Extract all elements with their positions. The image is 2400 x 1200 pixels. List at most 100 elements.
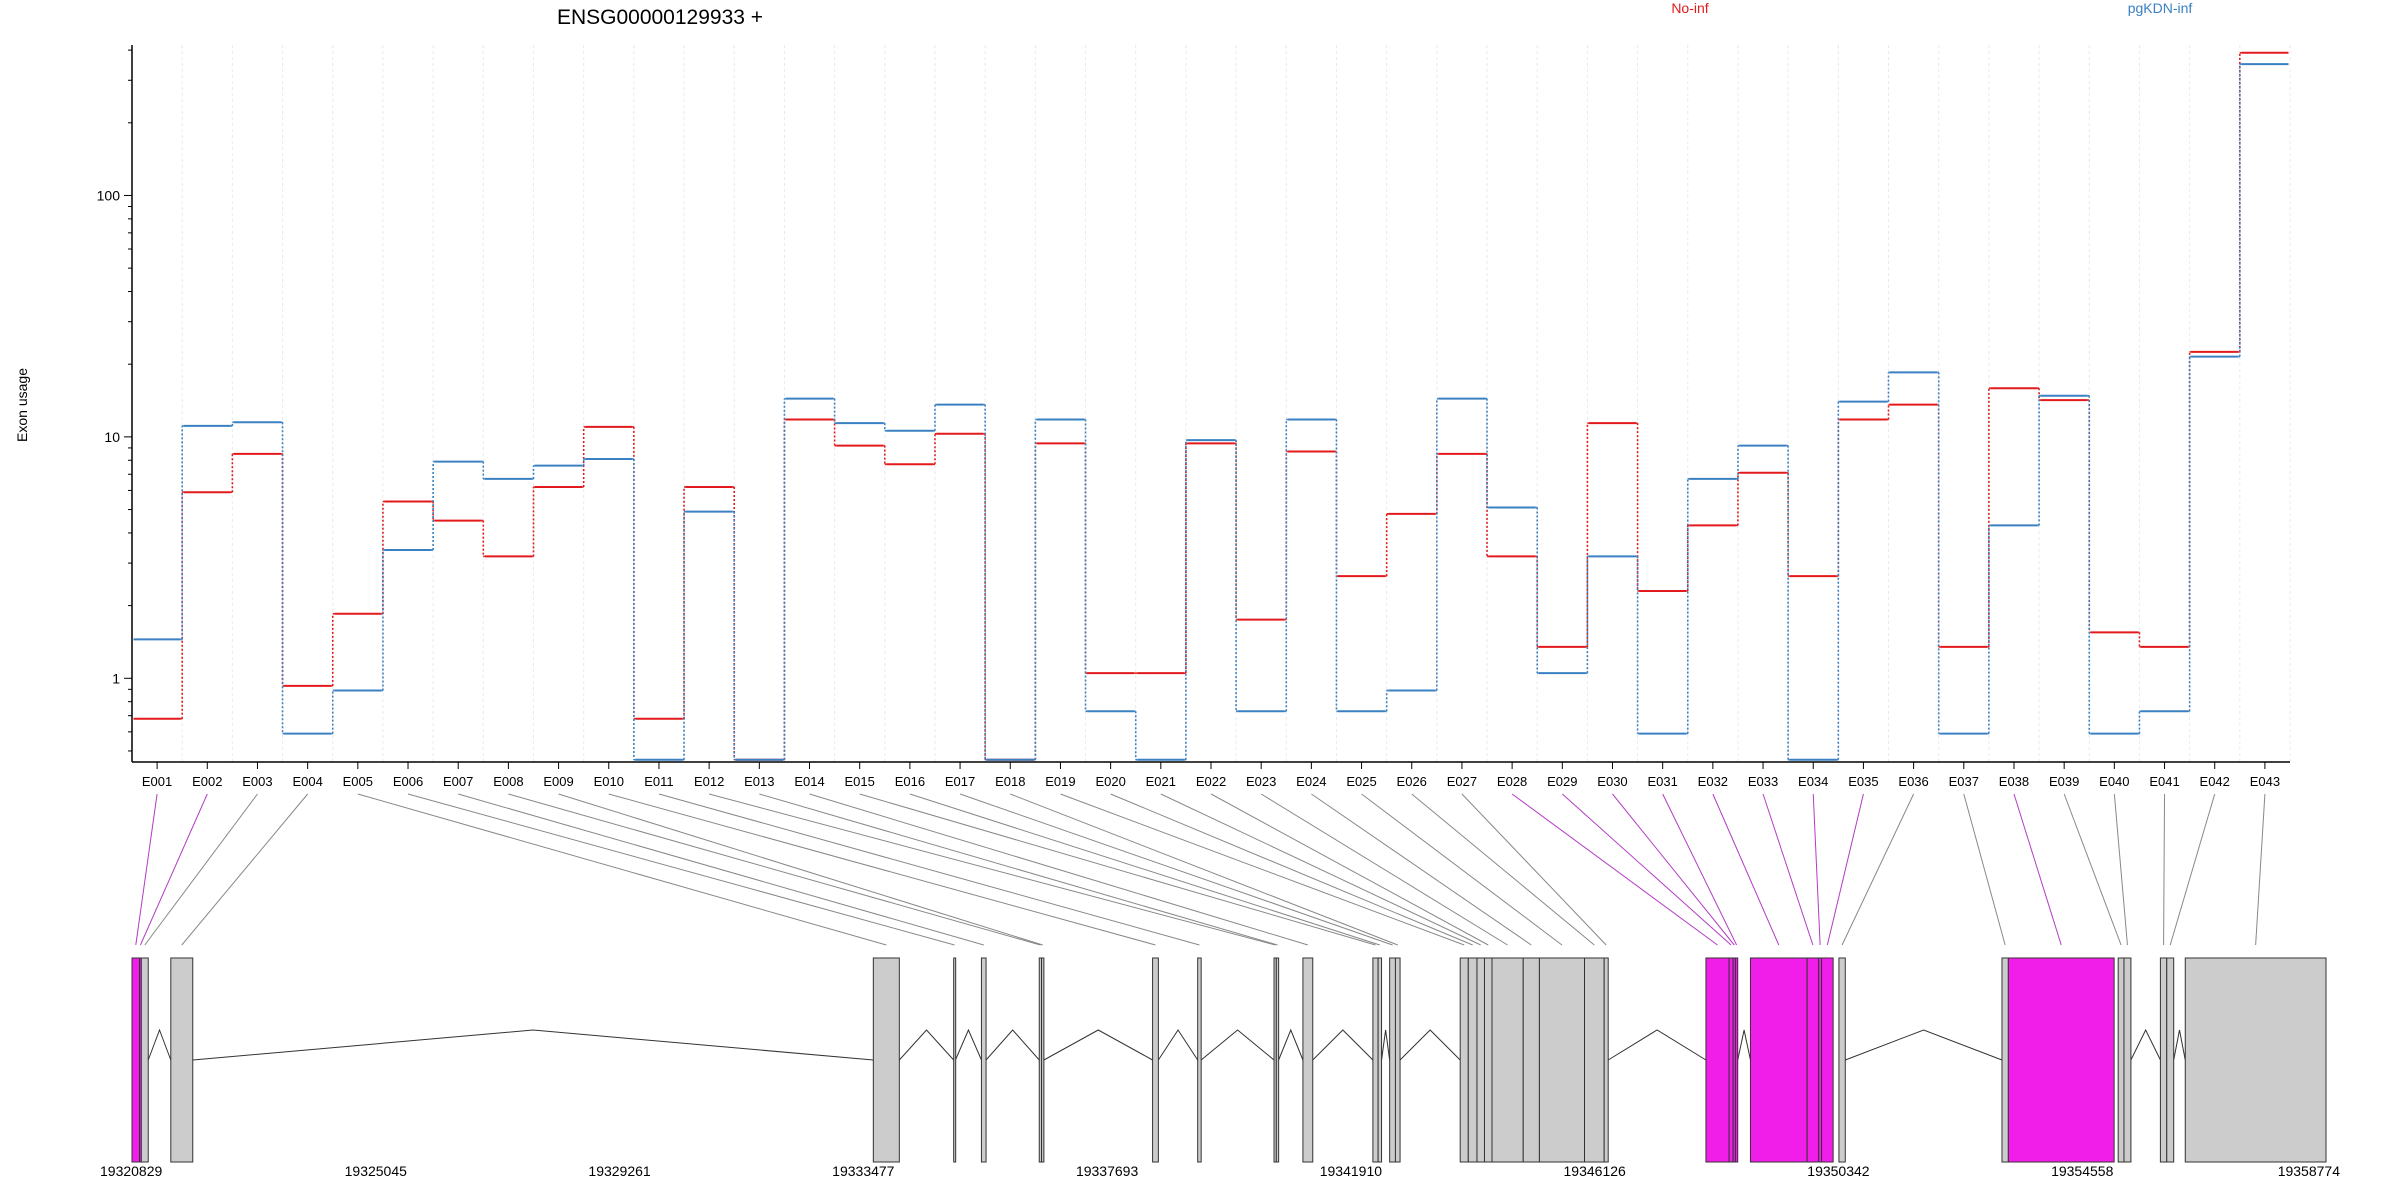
x-tick-label-e007: E007: [443, 774, 473, 789]
x-tick-label-e042: E042: [2200, 774, 2230, 789]
genomic-coordinate-labels: 19320829 19325045 19329261 19333477 19337693…: [100, 1163, 2340, 1179]
x-tick-label-e028: E028: [1497, 774, 1527, 789]
connector-e032: [1712, 793, 1780, 946]
intron: [1157, 1029, 1199, 1061]
intron: [1737, 1029, 1751, 1061]
exon-e003: [140, 957, 149, 1163]
x-tick-label-e030: E030: [1597, 774, 1627, 789]
x-tick-label-e027: E027: [1447, 774, 1477, 789]
x-tick-label-e026: E026: [1397, 774, 1427, 789]
genomic-tick-label: 19341910: [1320, 1163, 1383, 1179]
intron: [1607, 1029, 1707, 1061]
axes: 1 10 100 E001 E002 E003 E004 E005 E006 E007 E008 E0…: [97, 45, 2290, 789]
exon-e041: [2159, 957, 2168, 1163]
intron: [2130, 1028, 2161, 1061]
intron: [2173, 1029, 2186, 1061]
connector-e018: [1010, 793, 1398, 946]
connector-e042: [2169, 793, 2216, 946]
x-tick-label-e019: E019: [1045, 774, 1075, 789]
intron: [954, 1028, 982, 1061]
connector-e031: [1662, 793, 1738, 946]
x-tick-label-e010: E010: [594, 774, 624, 789]
exon-e004: [170, 957, 194, 1163]
genomic-tick-label: 19350342: [1807, 1163, 1870, 1179]
x-tick-label-e023: E023: [1246, 774, 1276, 789]
y-tick-label: 10: [104, 429, 120, 445]
x-tick-label-e022: E022: [1196, 774, 1226, 789]
x-tick-label-e040: E040: [2099, 774, 2129, 789]
x-tick-label-e001: E001: [142, 774, 172, 789]
exon-e017: [1389, 957, 1396, 1163]
vertical-gridlines: [131, 45, 2291, 762]
genomic-tick-label: 19333477: [832, 1163, 895, 1179]
connector-e036: [1841, 793, 1915, 946]
exon-e016: [1377, 957, 1383, 1163]
y-axis-label: Exon usage: [14, 368, 30, 442]
intron: [1845, 1029, 2003, 1061]
exon-e035: [1821, 957, 1834, 1163]
genomic-tick-label: 19325045: [345, 1163, 408, 1179]
x-tick-label-e024: E024: [1296, 774, 1326, 789]
x-tick-label-e038: E038: [1999, 774, 2029, 789]
x-tick-label-e013: E013: [744, 774, 774, 789]
x-tick-label-e037: E037: [1949, 774, 1979, 789]
x-tick-label-e009: E009: [543, 774, 573, 789]
exon-e007: [980, 957, 987, 1163]
exon-e024: [1522, 957, 1540, 1163]
exon-e011: [1197, 957, 1202, 1163]
x-tick-label-e017: E017: [945, 774, 975, 789]
x-tick-label-e020: E020: [1095, 774, 1125, 789]
connector-e007: [458, 793, 984, 946]
intron: [1381, 1029, 1391, 1061]
x-tick-label-e011: E011: [644, 774, 673, 789]
intron: [898, 1029, 955, 1061]
connector-e011: [658, 793, 1200, 946]
x-tick-label-e012: E012: [694, 774, 724, 789]
x-tick-label-e029: E029: [1547, 774, 1577, 789]
x-tick-label-e033: E033: [1748, 774, 1778, 789]
connector-e023: [1260, 793, 1508, 946]
exon-e031: [1734, 957, 1739, 1163]
connector-e027: [1461, 793, 1607, 946]
exon-e010: [1152, 957, 1159, 1163]
x-tick-label-e016: E016: [895, 774, 925, 789]
connector-e038: [2013, 793, 2062, 946]
chart-title: ENSG00000129933 +: [557, 6, 763, 29]
exon-e029: [1728, 957, 1734, 1163]
x-tick-label-e043: E043: [2250, 774, 2280, 789]
x-tick-label-e015: E015: [845, 774, 875, 789]
genomic-tick-label: 19354558: [2051, 1163, 2114, 1179]
connector-e037: [1963, 793, 2006, 946]
x-tick-label-e008: E008: [493, 774, 523, 789]
connector-e016: [909, 793, 1380, 946]
exon-e006: [953, 957, 957, 1163]
series-pgkdn-inf: [133, 63, 2289, 761]
connector-e013: [759, 793, 1278, 946]
y-tick-label: 100: [97, 187, 121, 203]
exon-e013: [1275, 957, 1280, 1163]
connector-e008: [508, 793, 1041, 946]
exon-e005: [872, 957, 900, 1163]
exon-e038: [2007, 957, 2115, 1163]
intron: [1399, 1029, 1461, 1061]
genomic-tick-label: 19358774: [2278, 1163, 2341, 1179]
x-tick-label-e025: E025: [1346, 774, 1376, 789]
connector-e004: [181, 793, 309, 946]
connector-e014: [809, 793, 1308, 946]
connector-e030: [1612, 793, 1735, 946]
intron: [1200, 1029, 1275, 1061]
exon-e014: [1302, 957, 1314, 1163]
connector-e001: [135, 793, 158, 946]
x-tick-label-e005: E005: [343, 774, 373, 789]
intron: [192, 1029, 874, 1061]
exon-e015: [1372, 957, 1379, 1163]
exon-e020: [1467, 957, 1478, 1163]
exon-e028: [1705, 957, 1730, 1163]
x-tick-label-e018: E018: [995, 774, 1025, 789]
genomic-tick-label: 19329261: [588, 1163, 651, 1179]
connector-e019: [1060, 793, 1465, 946]
genomic-tick-label: 19320829: [100, 1163, 163, 1179]
exon-e032: [1749, 957, 1808, 1163]
exon-e040: [2123, 957, 2132, 1163]
